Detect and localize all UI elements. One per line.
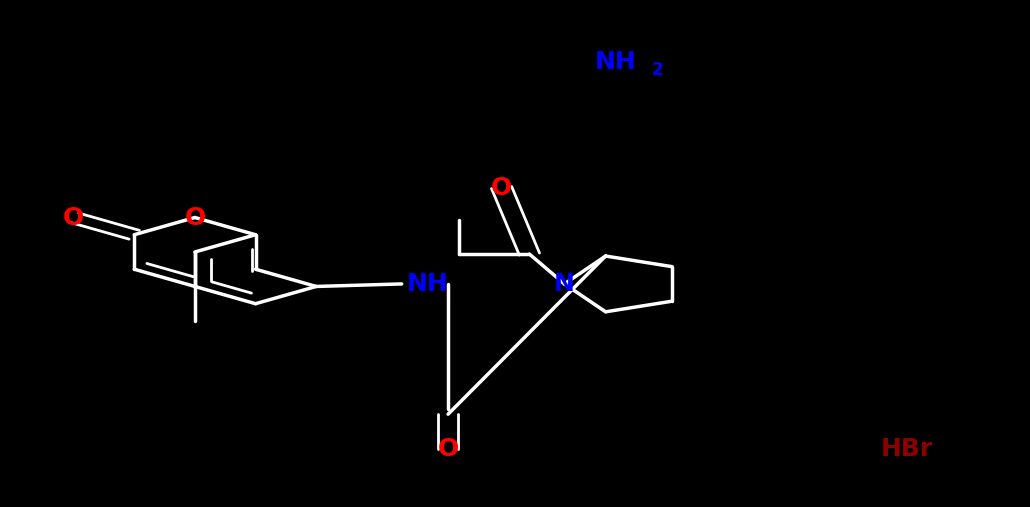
Text: O: O <box>438 437 458 461</box>
Text: O: O <box>491 175 512 200</box>
Text: HBr: HBr <box>881 437 932 461</box>
Text: O: O <box>63 205 84 230</box>
Text: O: O <box>184 205 206 230</box>
Text: NH: NH <box>407 272 448 296</box>
Text: NH: NH <box>595 50 637 74</box>
Text: 2: 2 <box>651 61 663 79</box>
Text: N: N <box>554 272 575 296</box>
